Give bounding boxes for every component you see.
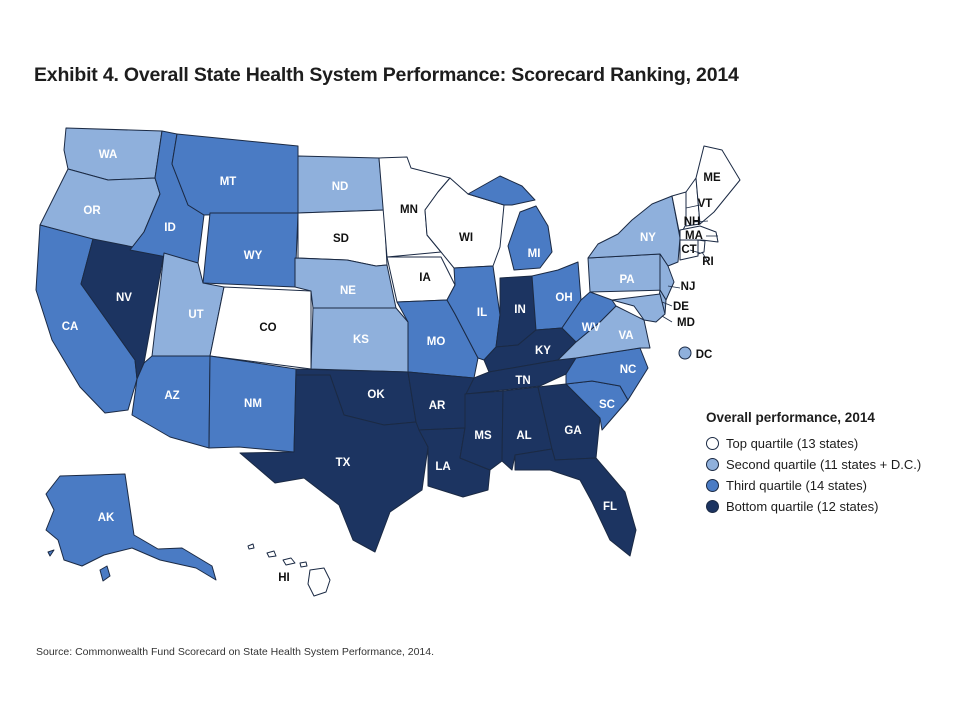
state-label-ga: GA: [564, 425, 581, 437]
state-label-vt: VT: [698, 198, 713, 210]
state-TX[interactable]: [239, 374, 429, 553]
state-label-pa: PA: [619, 274, 634, 286]
state-RI[interactable]: [697, 239, 706, 255]
state-label-il: IL: [477, 307, 487, 319]
legend-label: Bottom quartile (12 states): [726, 499, 879, 514]
state-label-tn: TN: [515, 375, 530, 387]
page-title: Exhibit 4. Overall State Health System P…: [34, 64, 739, 86]
state-label-fl: FL: [603, 501, 617, 513]
state-FL[interactable]: [514, 448, 637, 557]
state-label-me: ME: [703, 172, 721, 184]
state-IL[interactable]: [446, 265, 501, 361]
state-label-ar: AR: [429, 400, 446, 412]
source-note: Source: Commonwealth Fund Scorecard on S…: [36, 646, 435, 658]
state-label-ma: MA: [685, 230, 703, 242]
state-NJ[interactable]: [659, 253, 675, 301]
state-label-ut: UT: [188, 309, 203, 321]
state-MD[interactable]: [611, 293, 666, 323]
state-PA[interactable]: [587, 253, 669, 293]
state-label-ok: OK: [367, 389, 385, 401]
state-label-la: LA: [435, 461, 450, 473]
legend-swatch: [706, 500, 719, 513]
legend-item-top-quartile: Top quartile (13 states): [706, 433, 921, 454]
state-label-nc: NC: [620, 364, 637, 376]
state-label-ia: IA: [419, 272, 431, 284]
state-label-nm: NM: [244, 398, 262, 410]
state-label-ny: NY: [640, 232, 656, 244]
legend: Overall performance, 2014 Top quartile (…: [706, 410, 921, 517]
state-label-md: MD: [677, 317, 695, 329]
state-label-mo: MO: [427, 336, 446, 348]
legend-label: Second quartile (11 states + D.C.): [726, 457, 922, 472]
state-label-co: CO: [259, 322, 276, 334]
state-label-ri: RI: [702, 256, 714, 268]
legend-label: Third quartile (14 states): [726, 478, 867, 493]
legend-item-bottom-quartile: Bottom quartile (12 states): [706, 496, 921, 517]
state-DC[interactable]: [678, 346, 692, 360]
state-label-ks: KS: [353, 334, 369, 346]
legend-swatch: [706, 479, 719, 492]
legend-title: Overall performance, 2014: [706, 410, 875, 425]
state-label-va: VA: [618, 330, 633, 342]
state-label-az: AZ: [164, 390, 179, 402]
state-label-ca: CA: [62, 321, 79, 333]
state-label-oh: OH: [555, 292, 572, 304]
state-label-or: OR: [83, 205, 101, 217]
state-label-wa: WA: [99, 149, 118, 161]
state-WV[interactable]: [561, 291, 617, 343]
state-MT[interactable]: [171, 133, 299, 216]
state-label-wi: WI: [459, 232, 473, 244]
state-label-wy: WY: [244, 250, 263, 262]
state-label-sc: SC: [599, 399, 615, 411]
state-label-wv: WV: [582, 322, 601, 334]
state-CT[interactable]: [679, 239, 699, 261]
state-NM[interactable]: [208, 355, 297, 453]
state-label-al: AL: [516, 430, 531, 442]
state-label-ky: KY: [535, 345, 551, 357]
state-MI[interactable]: [467, 175, 553, 271]
state-label-tx: TX: [336, 457, 351, 469]
state-AK[interactable]: [45, 473, 217, 582]
state-label-nj: NJ: [681, 281, 696, 293]
state-label-nd: ND: [332, 181, 349, 193]
state-label-hi: HI: [278, 572, 290, 584]
state-label-ak: AK: [98, 512, 115, 524]
legend-item-third-quartile: Third quartile (14 states): [706, 475, 921, 496]
state-HI[interactable]: [247, 543, 331, 597]
state-ME[interactable]: [695, 145, 741, 225]
legend-swatch: [706, 437, 719, 450]
state-label-mi: MI: [528, 248, 541, 260]
legend-swatch: [706, 458, 719, 471]
state-label-sd: SD: [333, 233, 349, 245]
legend-item-second-quartile: Second quartile (11 states + D.C.): [706, 454, 921, 475]
state-label-id: ID: [164, 222, 176, 234]
state-label-mt: MT: [220, 176, 237, 188]
state-label-nh: NH: [684, 216, 701, 228]
state-label-ct: CT: [681, 244, 696, 256]
state-NY[interactable]: [587, 195, 681, 267]
state-label-mn: MN: [400, 204, 418, 216]
state-label-dc: DC: [696, 349, 713, 361]
state-label-ne: NE: [340, 285, 356, 297]
legend-label: Top quartile (13 states): [726, 436, 859, 451]
state-label-de: DE: [673, 301, 689, 313]
state-label-in: IN: [514, 304, 526, 316]
state-label-ms: MS: [474, 430, 492, 442]
state-label-nv: NV: [116, 292, 132, 304]
